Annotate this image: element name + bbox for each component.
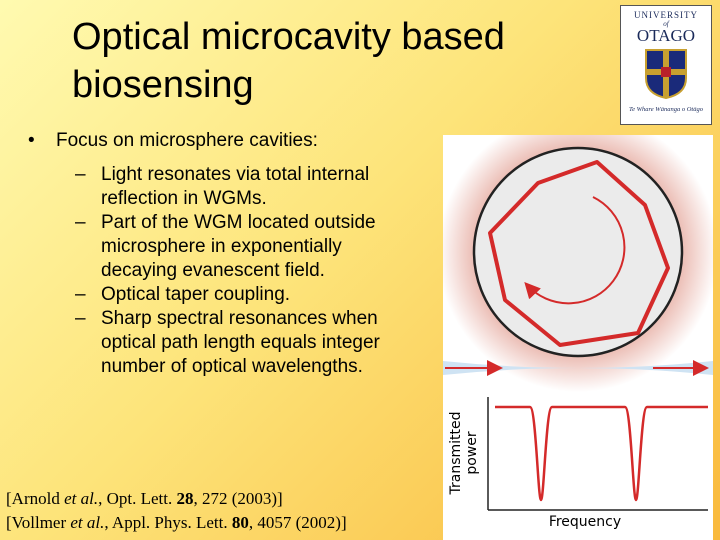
sub-bullet: reflection in WGMs. — [101, 188, 267, 209]
ref-text: 28 — [176, 489, 194, 508]
sub-bullet: Optical taper coupling. — [101, 284, 291, 305]
ref-text: , 4057 (2002)] — [248, 513, 347, 532]
university-logo: UNIVERSITY of OTAGO Te Whare Wānanga o O… — [620, 5, 712, 125]
sub-bullet-marker: – — [75, 212, 86, 233]
x-label: Frequency — [549, 514, 621, 530]
logo-name: OTAGO — [636, 26, 696, 45]
sub-bullet: Part of the WGM located outside — [101, 212, 376, 233]
slide-title: Optical microcavity based — [72, 16, 505, 58]
logo-of: of — [663, 20, 669, 28]
ref-text: et al. — [64, 489, 99, 508]
sub-bullet: optical path length equals integer — [101, 332, 380, 353]
ref-text: , Appl. Phys. Lett. — [104, 513, 232, 532]
y-label: power — [464, 431, 480, 475]
sub-bullet: Light resonates via total internal — [101, 164, 370, 185]
slide-title: biosensing — [72, 64, 254, 106]
reference: [Arnold et al., Opt. Lett. 28, 272 (2003… — [6, 489, 283, 509]
ref-text: 80 — [231, 513, 249, 532]
optical-taper — [443, 361, 713, 375]
ref-text: et al. — [70, 513, 105, 532]
sub-bullet: Sharp spectral resonances when — [101, 308, 378, 329]
logo-top: UNIVERSITY — [634, 10, 698, 20]
bullet-marker: • — [28, 130, 35, 151]
figure: Transmitted power Frequency — [443, 135, 713, 540]
sub-bullet: number of optical wavelengths. — [101, 356, 363, 377]
reference: [Vollmer et al., Appl. Phys. Lett. 80, 4… — [6, 513, 347, 533]
sub-bullet-marker: – — [75, 308, 86, 329]
y-label: Transmitted — [448, 411, 464, 495]
microsphere — [472, 146, 684, 358]
spectrum — [495, 405, 708, 502]
bullet: Focus on microsphere cavities: — [56, 130, 318, 151]
sub-bullet: microsphere in exponentially — [101, 236, 342, 257]
wgm-path — [488, 160, 670, 347]
sub-bullet-marker: – — [75, 284, 86, 305]
ref-text: [Arnold — [6, 489, 65, 508]
ref-text: , Opt. Lett. — [98, 489, 177, 508]
sub-bullet-marker: – — [75, 164, 86, 185]
logo-crest — [645, 49, 687, 100]
circulation-arrow — [524, 196, 626, 305]
logo-motto: Te Whare Wānanga o Otāgo — [629, 106, 703, 113]
ref-text: [Vollmer — [6, 513, 71, 532]
ref-text: , 272 (2003)] — [193, 489, 283, 508]
sub-bullet: decaying evanescent field. — [101, 260, 325, 281]
